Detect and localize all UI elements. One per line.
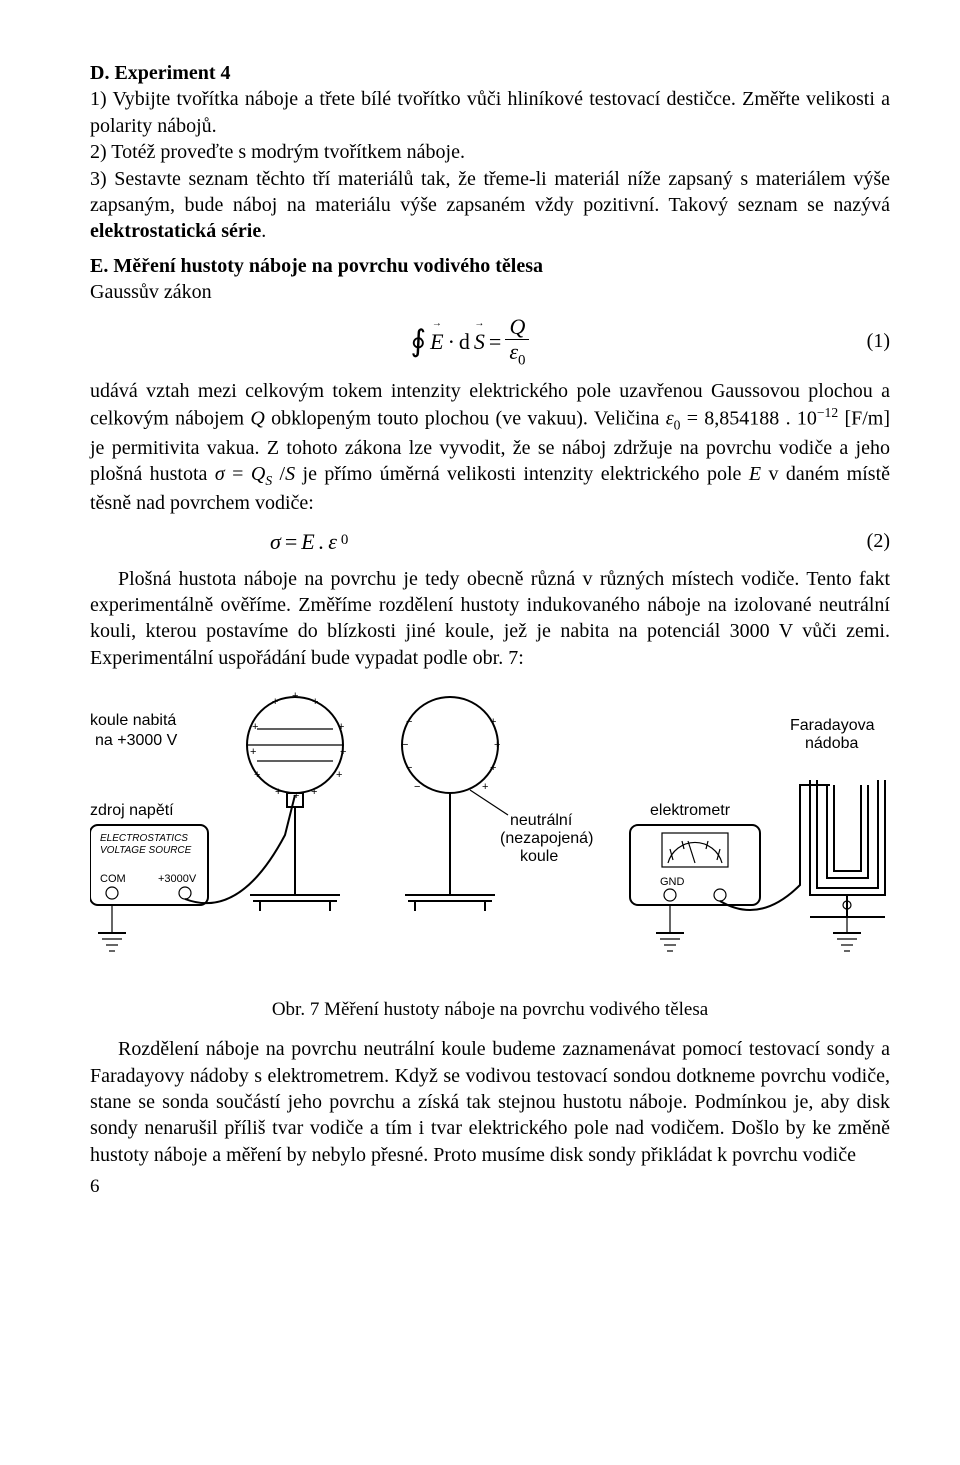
item3-lead: 3) Sestavte seznam těchto tří materiálů … [90, 168, 890, 216]
svg-text:+: + [336, 769, 342, 781]
figure-svg: .lab { font-family: Arial, Helvetica, sa… [90, 685, 890, 985]
label-com: COM [100, 873, 126, 885]
svg-text:−: − [414, 781, 420, 793]
label-source1: ELECTROSTATICS [100, 833, 188, 844]
svg-text:+: + [293, 790, 299, 802]
section-d-item3: 3) Sestavte seznam těchto tří materiálů … [90, 166, 890, 245]
unit-fm: [F/m] [844, 408, 890, 430]
label-faraday2: nádoba [805, 735, 858, 752]
section-d-item1: 1) Vybijte tvořítka náboje a třete bílé … [90, 86, 890, 139]
svg-text:−: − [406, 762, 412, 774]
eq1-fraction: Q ε0 [505, 316, 529, 368]
eq2-body: σ = E.ε0 [270, 527, 348, 556]
final-paragraph: Rozdělení náboje na povrchu neutrální ko… [90, 1036, 890, 1168]
symbol-Q: Q [250, 408, 264, 430]
eps0-value: 8,854188 [704, 408, 779, 430]
label-koule-voltage: na +3000 V [95, 732, 178, 749]
section-d-item2: 2) Totéž proveďte s modrým tvořítkem náb… [90, 139, 890, 165]
svg-text:+: + [490, 716, 496, 728]
exponent: −12 [817, 405, 838, 420]
svg-text:+: + [252, 721, 258, 733]
svg-text:+: + [340, 746, 346, 758]
integral-symbol: ∮ [411, 322, 427, 362]
svg-text:+: + [490, 762, 496, 774]
vector-S: →S [474, 327, 485, 356]
label-3000v: +3000V [158, 873, 197, 885]
gauss-label: Gaussův zákon [90, 279, 890, 305]
label-gnd: GND [660, 876, 685, 888]
svg-text:−: − [406, 716, 412, 728]
svg-text:+: + [482, 781, 488, 793]
label-source2: VOLTAGE SOURCE [100, 845, 192, 856]
eq1-body: ∮ →E · d→S = Q ε0 [411, 316, 530, 368]
label-neutral2: (nezapojená) [500, 830, 593, 847]
para1-d: je přímo úměrná velikosti intenzity elek… [295, 463, 749, 485]
svg-text:+: + [338, 721, 344, 733]
vector-E: →E [430, 327, 443, 356]
label-zdroj: zdroj napětí [90, 802, 174, 819]
label-faraday1: Faradayova [790, 717, 875, 734]
label-neutral1: neutrální [510, 812, 573, 829]
item3-end: . [261, 220, 266, 242]
equation-2: σ = E.ε0 (2) [90, 527, 890, 556]
svg-text:+: + [250, 746, 256, 758]
label-koule-nabita: koule nabitá [90, 712, 176, 729]
svg-text:+: + [312, 696, 318, 708]
equation-1: ∮ →E · d→S = Q ε0 (1) [90, 316, 890, 368]
svg-text:+: + [311, 786, 317, 798]
label-neutral3: koule [520, 848, 558, 865]
item3-bold: elektrostatická série [90, 220, 261, 242]
svg-text:+: + [275, 786, 281, 798]
figure-caption: Obr. 7 Měření hustoty náboje na povrchu … [90, 997, 890, 1022]
para1-b: obklopeným touto plochou (ve vakuu). Vel… [265, 408, 666, 430]
section-e-heading: E. Měření hustoty náboje na povrchu vodi… [90, 253, 890, 279]
svg-text:+: + [272, 696, 278, 708]
section-e-para2: Plošná hustota náboje na povrchu je tedy… [90, 566, 890, 672]
eq2-number: (2) [850, 528, 890, 554]
section-e-para1: udává vztah mezi celkovým tokem intenzit… [90, 378, 890, 517]
label-elektrometr: elektrometr [650, 802, 731, 819]
svg-text:+: + [494, 739, 500, 751]
section-d-heading: D. Experiment 4 [90, 60, 890, 86]
svg-text:+: + [292, 690, 298, 702]
svg-text:+: + [254, 769, 260, 781]
page-number: 6 [90, 1174, 890, 1199]
figure-7: .lab { font-family: Arial, Helvetica, sa… [90, 685, 890, 985]
eq1-number: (1) [850, 328, 890, 354]
svg-text:−: − [402, 739, 408, 751]
